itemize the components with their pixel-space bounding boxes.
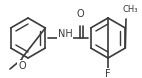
Text: O: O <box>76 9 84 19</box>
Text: O: O <box>18 61 26 71</box>
Text: F: F <box>105 69 111 78</box>
Text: CH₃: CH₃ <box>122 6 138 15</box>
Text: NH: NH <box>58 29 72 39</box>
